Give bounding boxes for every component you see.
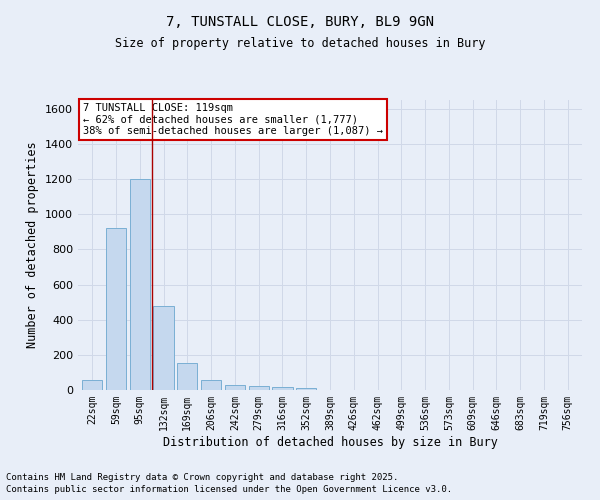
Bar — [248, 386, 269, 390]
Text: Size of property relative to detached houses in Bury: Size of property relative to detached ho… — [115, 38, 485, 51]
Bar — [130, 179, 150, 390]
Bar — [272, 388, 293, 390]
Bar — [82, 380, 103, 390]
Bar — [296, 388, 316, 390]
Text: Contains public sector information licensed under the Open Government Licence v3: Contains public sector information licen… — [6, 485, 452, 494]
Text: 7 TUNSTALL CLOSE: 119sqm
← 62% of detached houses are smaller (1,777)
38% of sem: 7 TUNSTALL CLOSE: 119sqm ← 62% of detach… — [83, 103, 383, 136]
Bar — [225, 384, 245, 390]
Bar — [201, 380, 221, 390]
Text: 7, TUNSTALL CLOSE, BURY, BL9 9GN: 7, TUNSTALL CLOSE, BURY, BL9 9GN — [166, 15, 434, 29]
Text: Contains HM Land Registry data © Crown copyright and database right 2025.: Contains HM Land Registry data © Crown c… — [6, 472, 398, 482]
Y-axis label: Number of detached properties: Number of detached properties — [26, 142, 40, 348]
X-axis label: Distribution of detached houses by size in Bury: Distribution of detached houses by size … — [163, 436, 497, 448]
Bar — [154, 306, 173, 390]
Bar — [177, 363, 197, 390]
Bar — [106, 228, 126, 390]
